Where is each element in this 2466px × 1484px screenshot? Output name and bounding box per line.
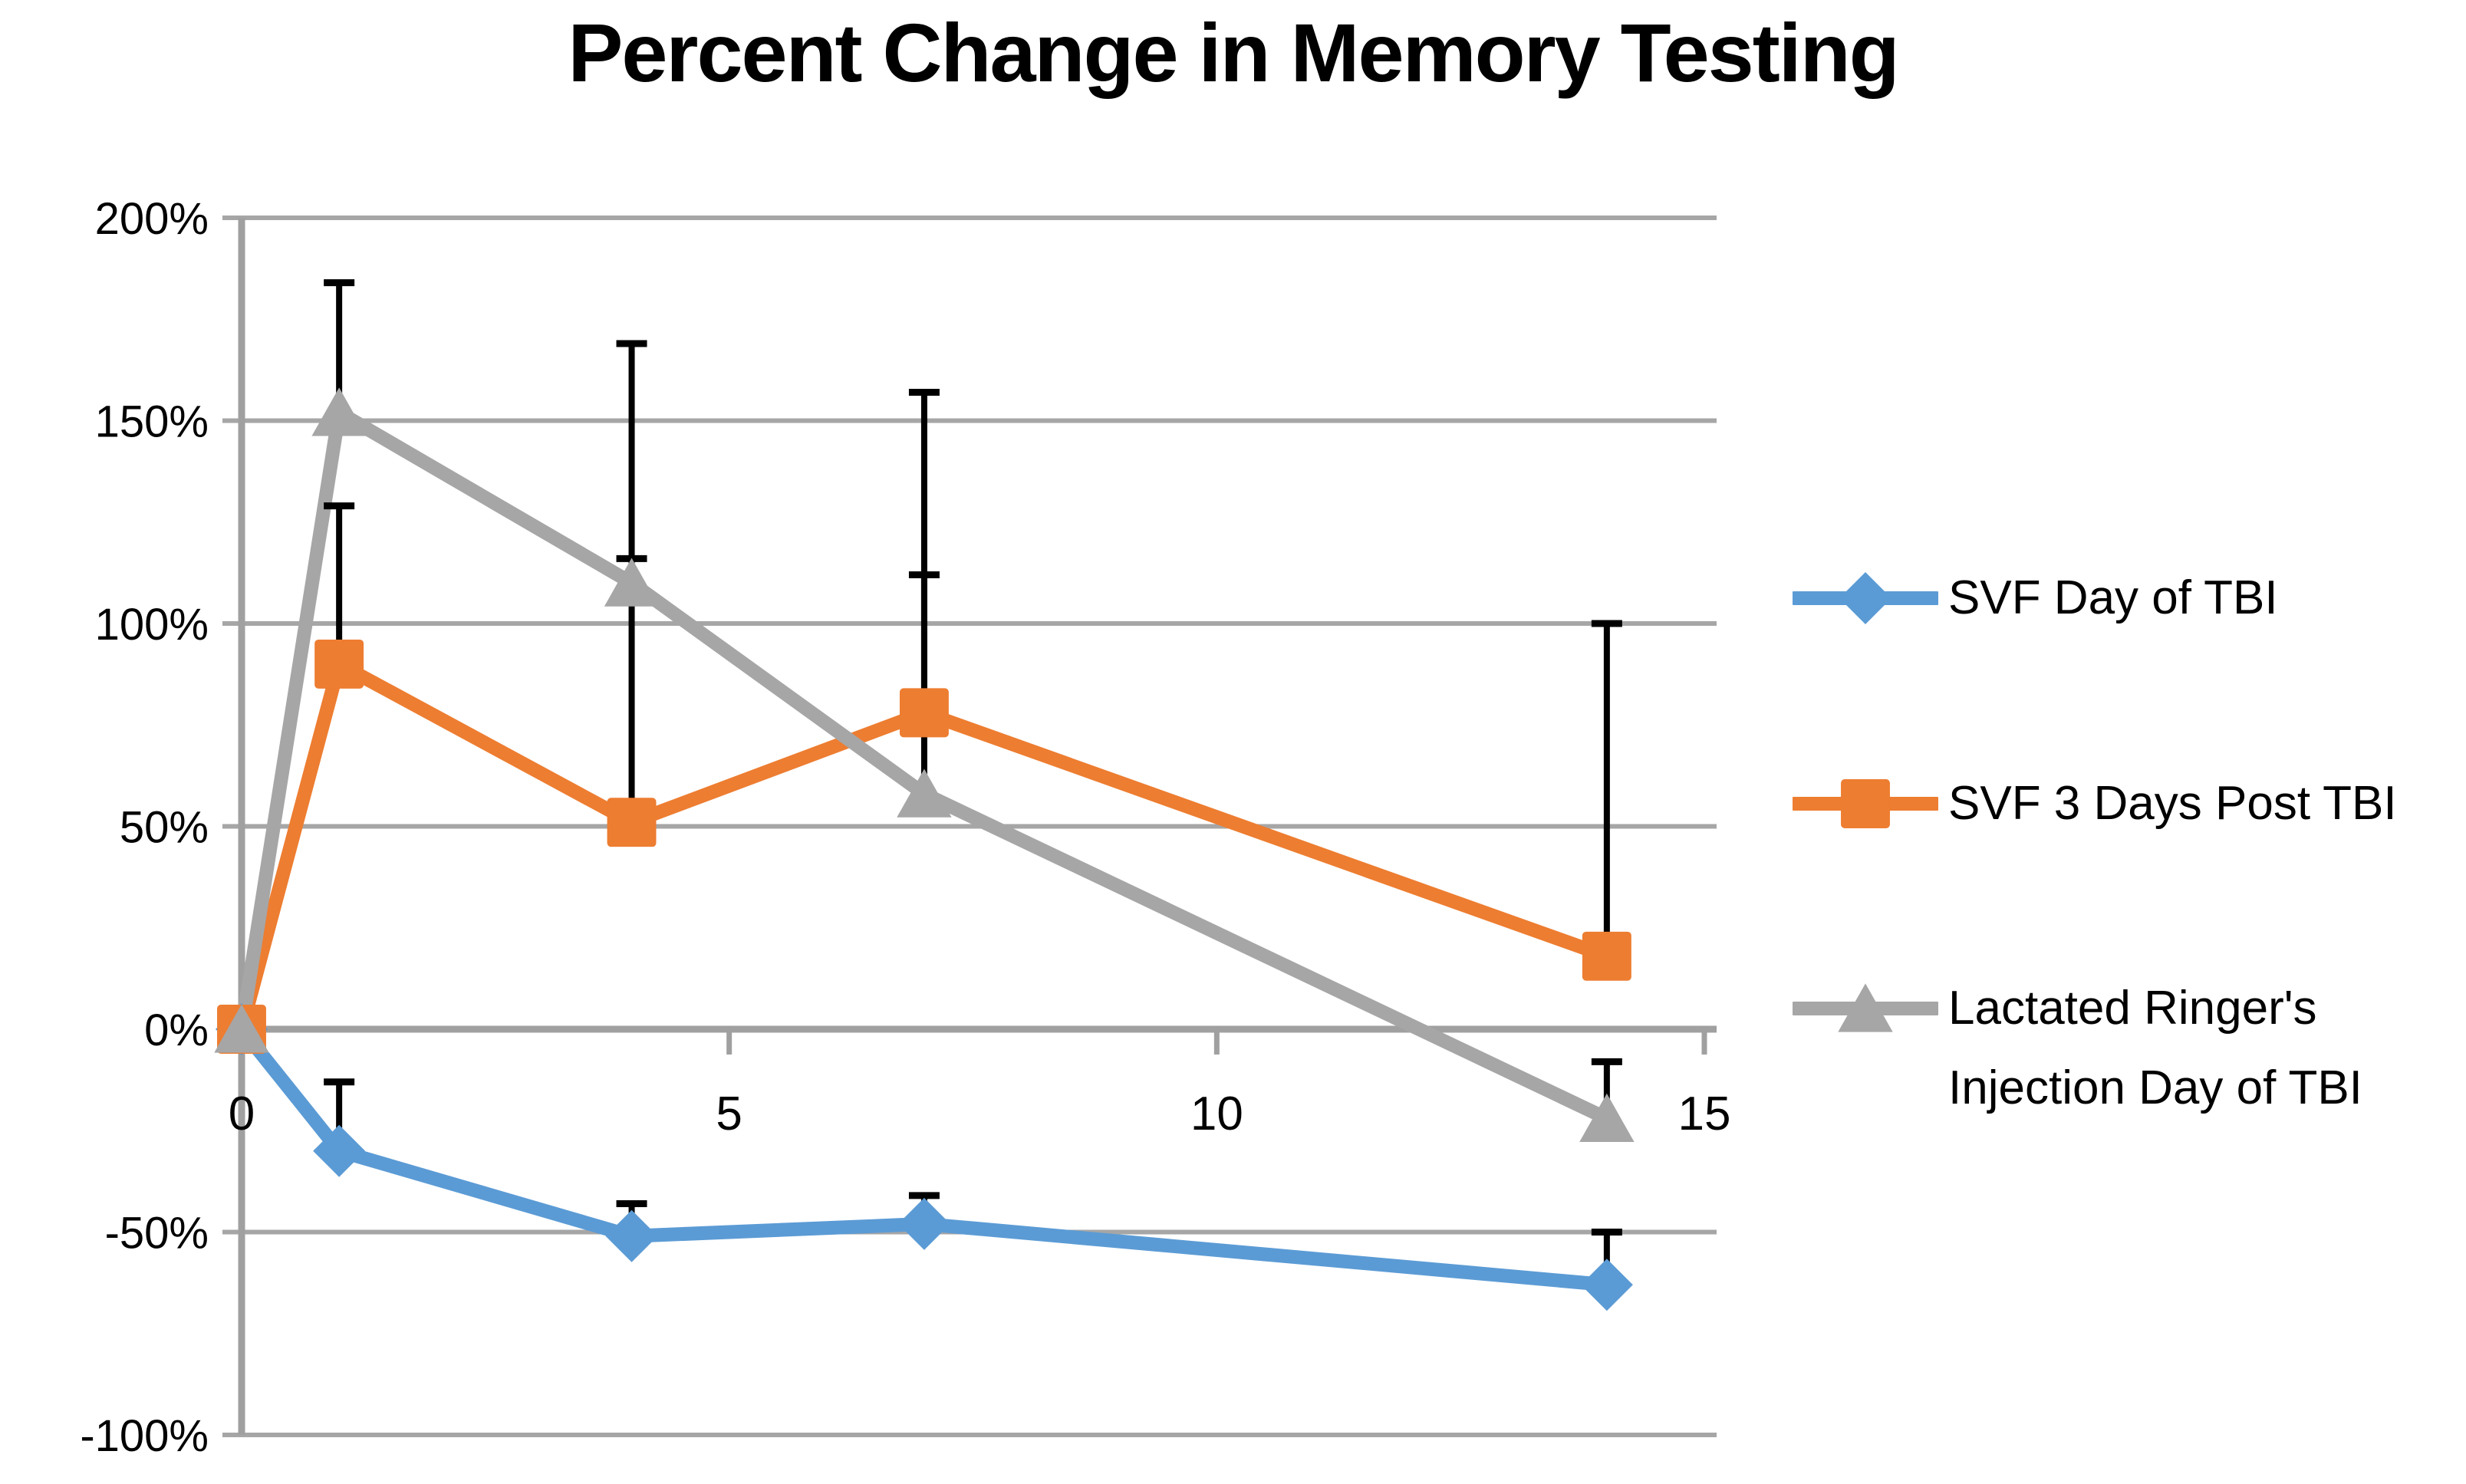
legend-label: Lactated Ringer's Injection Day of TBI [1948,982,2362,1114]
y-tick-label: 150% [95,397,209,447]
y-axis-labels: 200% 150% 100% 50% 0% -50% -100% [80,194,209,1461]
square-marker-icon [314,639,364,689]
series-2-swatch-icon [1793,779,1938,828]
diamond-marker-icon [605,1209,658,1262]
x-tick-label: 10 [1190,1087,1243,1140]
triangle-marker-icon [897,768,952,818]
y-tick-label: 0% [144,1005,209,1055]
series-markers [214,387,1635,1311]
triangle-marker-icon [1838,983,1893,1032]
triangle-marker-icon [1579,1093,1635,1142]
y-tick-label: -50% [105,1209,209,1259]
series-1-swatch-icon [1793,572,1938,624]
x-tick-label: 15 [1678,1087,1731,1140]
chart-title: Percent Change in Memory Testing [568,6,1899,99]
diamond-marker-icon [1580,1259,1633,1311]
y-tick-label: -100% [80,1411,209,1461]
square-marker-icon [1841,779,1890,828]
series-3-swatch-icon [1793,983,1938,1032]
legend-label: SVF Day of TBI [1948,571,2278,624]
legend-label: SVF 3 Days Post TBI [1948,777,2397,830]
error-bars [324,279,1622,1285]
x-tick-label: 5 [716,1087,742,1140]
diamond-marker-icon [313,1124,366,1177]
gridlines [222,216,1717,1437]
y-tick-label: 200% [95,194,209,244]
triangle-marker-icon [214,1004,269,1053]
diamond-marker-icon [1839,572,1891,624]
y-tick-label: 100% [95,600,209,650]
square-marker-icon [899,688,949,738]
x-tick-label: 0 [229,1087,255,1140]
triangle-marker-icon [311,387,367,436]
x-axis-labels: 0 5 10 15 [229,1087,1731,1140]
y-tick-label: 50% [120,803,209,853]
axes [222,218,1717,1435]
square-marker-icon [607,798,657,847]
diamond-marker-icon [897,1197,950,1250]
triangle-marker-icon [604,558,660,607]
square-marker-icon [1582,931,1631,981]
